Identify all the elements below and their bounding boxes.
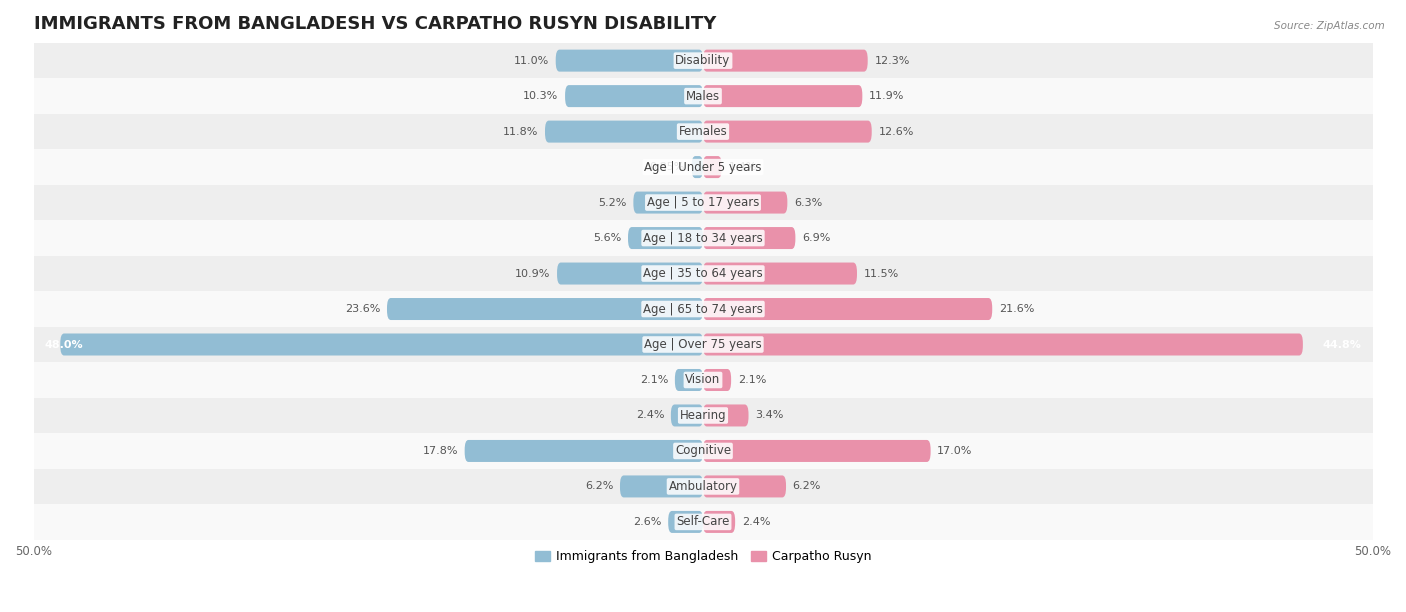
Bar <box>34 291 1372 327</box>
Text: 2.1%: 2.1% <box>738 375 766 385</box>
Bar <box>34 78 1372 114</box>
Bar <box>34 114 1372 149</box>
FancyBboxPatch shape <box>703 369 731 391</box>
FancyBboxPatch shape <box>668 511 703 533</box>
FancyBboxPatch shape <box>692 156 703 178</box>
FancyBboxPatch shape <box>675 369 703 391</box>
FancyBboxPatch shape <box>555 50 703 72</box>
Bar <box>34 220 1372 256</box>
FancyBboxPatch shape <box>703 476 786 498</box>
Text: 5.2%: 5.2% <box>599 198 627 207</box>
Text: 11.0%: 11.0% <box>513 56 548 65</box>
FancyBboxPatch shape <box>464 440 703 462</box>
Bar <box>34 185 1372 220</box>
Text: Age | 65 to 74 years: Age | 65 to 74 years <box>643 302 763 316</box>
Text: 17.8%: 17.8% <box>422 446 458 456</box>
Text: 21.6%: 21.6% <box>998 304 1035 314</box>
Text: Age | 35 to 64 years: Age | 35 to 64 years <box>643 267 763 280</box>
FancyBboxPatch shape <box>703 85 862 107</box>
FancyBboxPatch shape <box>546 121 703 143</box>
FancyBboxPatch shape <box>703 298 993 320</box>
Text: 44.8%: 44.8% <box>1323 340 1362 349</box>
Text: Age | 18 to 34 years: Age | 18 to 34 years <box>643 231 763 245</box>
Text: 10.3%: 10.3% <box>523 91 558 101</box>
Text: 0.85%: 0.85% <box>650 162 685 172</box>
FancyBboxPatch shape <box>703 440 931 462</box>
FancyBboxPatch shape <box>628 227 703 249</box>
Text: 12.6%: 12.6% <box>879 127 914 136</box>
Text: 5.6%: 5.6% <box>593 233 621 243</box>
Text: 11.9%: 11.9% <box>869 91 904 101</box>
FancyBboxPatch shape <box>557 263 703 285</box>
FancyBboxPatch shape <box>633 192 703 214</box>
Bar <box>34 327 1372 362</box>
Text: Age | Under 5 years: Age | Under 5 years <box>644 160 762 174</box>
Bar <box>34 149 1372 185</box>
Text: Age | 5 to 17 years: Age | 5 to 17 years <box>647 196 759 209</box>
FancyBboxPatch shape <box>703 121 872 143</box>
Text: Males: Males <box>686 89 720 103</box>
FancyBboxPatch shape <box>703 334 1303 356</box>
Text: 2.4%: 2.4% <box>742 517 770 527</box>
Bar <box>34 256 1372 291</box>
Bar <box>34 469 1372 504</box>
FancyBboxPatch shape <box>703 227 796 249</box>
Text: 48.0%: 48.0% <box>44 340 83 349</box>
FancyBboxPatch shape <box>703 156 721 178</box>
FancyBboxPatch shape <box>565 85 703 107</box>
Text: 23.6%: 23.6% <box>344 304 380 314</box>
Text: 1.4%: 1.4% <box>728 162 756 172</box>
FancyBboxPatch shape <box>387 298 703 320</box>
Text: 3.4%: 3.4% <box>755 411 783 420</box>
Text: IMMIGRANTS FROM BANGLADESH VS CARPATHO RUSYN DISABILITY: IMMIGRANTS FROM BANGLADESH VS CARPATHO R… <box>34 15 716 33</box>
Text: Self-Care: Self-Care <box>676 515 730 528</box>
Text: Females: Females <box>679 125 727 138</box>
Text: 12.3%: 12.3% <box>875 56 910 65</box>
FancyBboxPatch shape <box>703 50 868 72</box>
Text: Vision: Vision <box>685 373 721 387</box>
Text: Disability: Disability <box>675 54 731 67</box>
FancyBboxPatch shape <box>671 405 703 427</box>
Text: 6.9%: 6.9% <box>801 233 831 243</box>
Legend: Immigrants from Bangladesh, Carpatho Rusyn: Immigrants from Bangladesh, Carpatho Rus… <box>530 545 876 568</box>
FancyBboxPatch shape <box>703 405 748 427</box>
Text: 10.9%: 10.9% <box>515 269 550 278</box>
FancyBboxPatch shape <box>703 192 787 214</box>
FancyBboxPatch shape <box>703 263 858 285</box>
Text: 6.2%: 6.2% <box>793 482 821 491</box>
Text: Age | Over 75 years: Age | Over 75 years <box>644 338 762 351</box>
Text: 6.3%: 6.3% <box>794 198 823 207</box>
Text: Cognitive: Cognitive <box>675 444 731 457</box>
Text: 2.1%: 2.1% <box>640 375 668 385</box>
Text: 11.8%: 11.8% <box>503 127 538 136</box>
Text: 17.0%: 17.0% <box>938 446 973 456</box>
FancyBboxPatch shape <box>60 334 703 356</box>
Bar <box>34 504 1372 540</box>
Bar <box>34 43 1372 78</box>
FancyBboxPatch shape <box>620 476 703 498</box>
Bar <box>34 362 1372 398</box>
FancyBboxPatch shape <box>703 511 735 533</box>
Bar <box>34 433 1372 469</box>
Text: 11.5%: 11.5% <box>863 269 898 278</box>
Text: 6.2%: 6.2% <box>585 482 613 491</box>
Text: 2.6%: 2.6% <box>633 517 661 527</box>
Text: Source: ZipAtlas.com: Source: ZipAtlas.com <box>1274 21 1385 31</box>
Text: 2.4%: 2.4% <box>636 411 664 420</box>
Text: Hearing: Hearing <box>679 409 727 422</box>
Bar <box>34 398 1372 433</box>
Text: Ambulatory: Ambulatory <box>668 480 738 493</box>
